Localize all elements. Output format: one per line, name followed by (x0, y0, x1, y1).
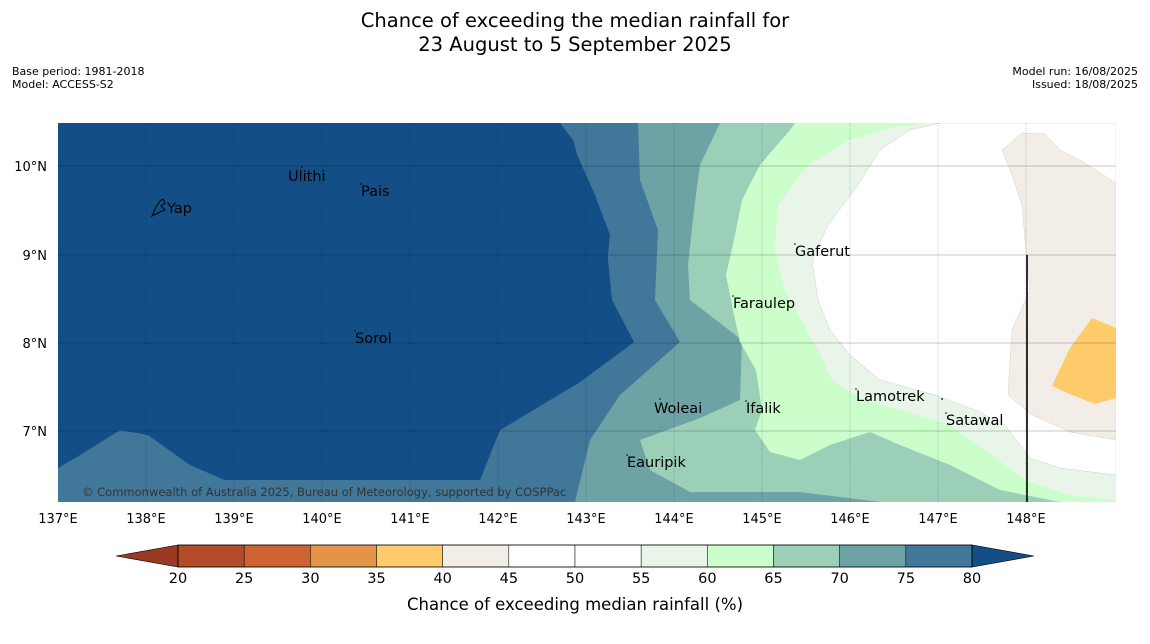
place-pais: Pais (361, 184, 390, 200)
lon-tick: 147°E (918, 512, 958, 527)
issued-date: Issued: 18/08/2025 (1031, 78, 1138, 91)
colorbar-cell-50_55 (574, 544, 642, 568)
colorbar-tick-label: 80 (963, 571, 981, 587)
lat-tick: 8°N (23, 337, 48, 352)
graticule (145, 123, 1027, 502)
colorbar-cell-65_70 (773, 544, 840, 568)
colorbar-low-arrow (115, 544, 179, 568)
lon-tick: 137°E (38, 512, 78, 527)
lat-tick: 9°N (23, 249, 48, 264)
colorbar-high-arrow (971, 544, 1035, 568)
place-faraulep: Faraulep (733, 296, 795, 312)
colorbar-cell-55_60 (640, 544, 708, 568)
lat-tick: 7°N (23, 425, 48, 440)
lon-tick: 141°E (390, 512, 430, 527)
place-lamotrek: Lamotrek (856, 389, 925, 405)
colorbar-tick-label: 65 (764, 571, 782, 587)
place-labels: Ulithi Pais Yap Gaferut Faraulep Sorol W… (166, 169, 1003, 471)
place-satawal: Satawal (946, 413, 1003, 429)
lat-tick-labels: 10°N 9°N 8°N 7°N (14, 160, 47, 440)
colorbar-tick-label: 45 (500, 571, 518, 587)
colorbar-tick-label: 20 (169, 571, 187, 587)
band-above-80-sw (58, 123, 634, 480)
colorbar-tick-label: 55 (632, 571, 650, 587)
colorbar-tick-label: 35 (367, 571, 385, 587)
place-woleai: Woleai (654, 401, 702, 417)
place-sorol: Sorol (355, 331, 392, 347)
colorbar-tick-label: 70 (830, 571, 848, 587)
copyright-text: © Commonwealth of Australia 2025, Bureau… (82, 485, 566, 499)
colorbar-cell-75_80 (905, 544, 973, 568)
lon-tick: 140°E (302, 512, 342, 527)
model-run-date: Model run: 16/08/2025 (1012, 65, 1138, 78)
model-info: Base period: 1981-2018 Model: ACCESS-S2 (12, 65, 144, 91)
colorbar-tick-label: 75 (897, 571, 915, 587)
colorbar: 20 25 30 35 40 45 50 55 60 65 70 75 80 Chance of exc… (115, 544, 1035, 614)
base-period: Base period: 1981-2018 (12, 65, 145, 78)
run-info: Model run: 16/08/2025 Issued: 18/08/2025 (1012, 65, 1138, 91)
colorbar-cell-20_25 (177, 544, 245, 568)
colorbar-tick-label: 25 (235, 571, 253, 587)
lon-tick-labels: 137°E 138°E 139°E 140°E 141°E 142°E 143°… (38, 512, 1046, 527)
colorbar-label: Chance of exceeding median rainfall (%) (407, 595, 743, 614)
title-line-1: Chance of exceeding the median rainfall … (360, 9, 790, 32)
colorbar-cell-30_35 (310, 544, 377, 568)
place-yap: Yap (166, 201, 192, 217)
place-ifalik: Ifalik (746, 401, 781, 417)
lon-tick: 139°E (214, 512, 254, 527)
lon-tick: 138°E (126, 512, 166, 527)
colorbar-tick-label: 30 (301, 571, 319, 587)
colorbar-cell-60_65 (707, 544, 774, 568)
colorbar-cell-25_30 (243, 544, 311, 568)
lon-tick: 142°E (478, 512, 518, 527)
title-line-2: 23 August to 5 September 2025 (418, 33, 732, 56)
yap-island (150, 198, 166, 218)
place-gaferut: Gaferut (795, 244, 850, 260)
lat-tick: 10°N (14, 160, 47, 175)
colorbar-cell-40_45 (442, 544, 510, 568)
lon-tick: 145°E (742, 512, 782, 527)
band-35-40 (1052, 318, 1116, 404)
colorbar-cell-70_75 (839, 544, 907, 568)
model-name: Model: ACCESS-S2 (12, 78, 114, 91)
lon-tick: 144°E (654, 512, 694, 527)
map-title: Chance of exceeding the median rainfall … (0, 9, 1150, 57)
colorbar-tick-label: 40 (433, 571, 451, 587)
place-ulithi: Ulithi (288, 169, 326, 185)
lon-tick: 148°E (1006, 512, 1046, 527)
place-markers (301, 166, 947, 456)
place-eauripik: Eauripik (627, 455, 686, 471)
lon-tick: 146°E (830, 512, 870, 527)
lon-tick: 143°E (566, 512, 606, 527)
map-frame (58, 123, 1116, 502)
colorbar-tick-label: 60 (698, 571, 716, 587)
colorbar-cell-45_50 (508, 544, 576, 568)
colorbar-cell-35_40 (376, 544, 443, 568)
colorbar-tick-label: 50 (566, 571, 584, 587)
